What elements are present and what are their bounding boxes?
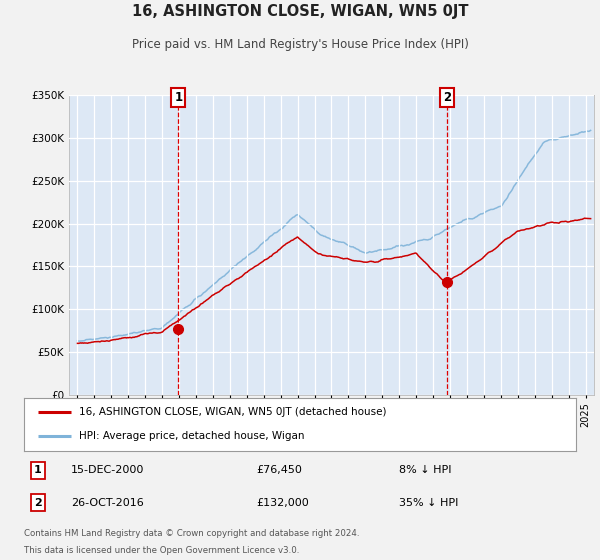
Text: 8% ↓ HPI: 8% ↓ HPI — [400, 465, 452, 475]
Text: £132,000: £132,000 — [256, 498, 308, 507]
Text: 1: 1 — [34, 465, 41, 475]
Text: 2: 2 — [443, 91, 451, 104]
Text: 16, ASHINGTON CLOSE, WIGAN, WN5 0JT: 16, ASHINGTON CLOSE, WIGAN, WN5 0JT — [132, 4, 468, 19]
Text: £76,450: £76,450 — [256, 465, 302, 475]
Text: Price paid vs. HM Land Registry's House Price Index (HPI): Price paid vs. HM Land Registry's House … — [131, 38, 469, 50]
Text: 26-OCT-2016: 26-OCT-2016 — [71, 498, 143, 507]
Text: HPI: Average price, detached house, Wigan: HPI: Average price, detached house, Wiga… — [79, 431, 305, 441]
Text: 16, ASHINGTON CLOSE, WIGAN, WN5 0JT (detached house): 16, ASHINGTON CLOSE, WIGAN, WN5 0JT (det… — [79, 407, 387, 417]
Text: 35% ↓ HPI: 35% ↓ HPI — [400, 498, 459, 507]
Text: 2: 2 — [34, 498, 41, 507]
Text: 15-DEC-2000: 15-DEC-2000 — [71, 465, 144, 475]
Text: 1: 1 — [175, 91, 182, 104]
Text: Contains HM Land Registry data © Crown copyright and database right 2024.: Contains HM Land Registry data © Crown c… — [24, 529, 359, 538]
Text: This data is licensed under the Open Government Licence v3.0.: This data is licensed under the Open Gov… — [24, 545, 299, 554]
